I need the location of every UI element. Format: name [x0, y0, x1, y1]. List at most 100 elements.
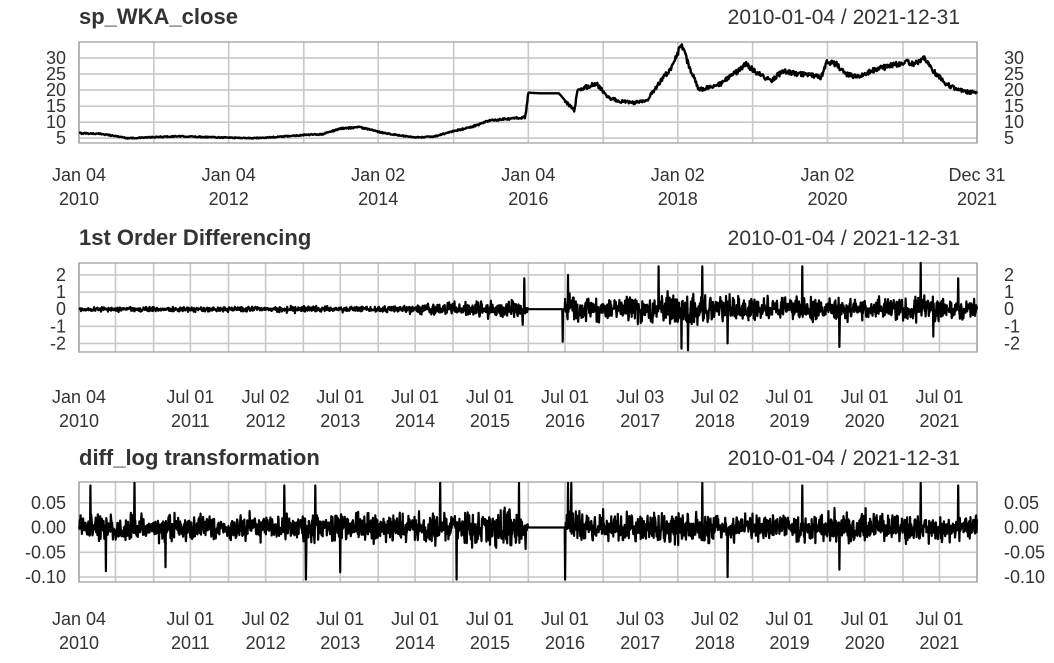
x-tick-label-year: 2020 [845, 633, 885, 653]
panel-2: 1st Order Differencing 2010-01-04 / 2021-… [50, 225, 1020, 431]
y-tick-label-left: 5 [56, 128, 66, 148]
y-tick-label-right: 20 [1004, 80, 1024, 100]
x-tick-label-year: 2010 [59, 411, 99, 431]
x-tick-label-date: Jul 01 [316, 609, 364, 629]
x-tick-label-year: 2019 [770, 411, 810, 431]
y-tick-label-left: 0.05 [31, 493, 66, 513]
x-tick-label-date: Jan 02 [800, 165, 854, 185]
y-tick-label-right: 0.05 [1004, 493, 1039, 513]
y-tick-label-left: 10 [46, 112, 66, 132]
y-tick-label-right: -0.05 [1004, 542, 1045, 562]
y-tick-label-left: 0 [56, 299, 66, 319]
panel-1: sp_WKA_close 2010-01-04 / 2021-12-315 510 1… [46, 4, 1024, 209]
y-tick-label-left: -1 [50, 316, 66, 336]
x-tick-label-date: Jul 01 [541, 387, 589, 407]
x-tick-label-year: 2018 [695, 633, 735, 653]
x-tick-label-date: Jul 02 [242, 609, 290, 629]
y-tick-label-right: 10 [1004, 112, 1024, 132]
x-tick-label-year: 2015 [470, 633, 510, 653]
x-tick-label-date: Jul 01 [391, 387, 439, 407]
x-tick-label-date: Jul 01 [766, 387, 814, 407]
panel-title: sp_WKA_close [79, 4, 238, 29]
x-tick-label-date: Jul 01 [466, 387, 514, 407]
y-tick-label-right: -0.10 [1004, 567, 1045, 587]
x-tick-label-date: Jul 01 [766, 609, 814, 629]
x-tick-label-date: Jan 02 [351, 165, 405, 185]
x-tick-label-date: Jul 01 [316, 387, 364, 407]
x-tick-label-date: Jul 02 [691, 387, 739, 407]
y-tick-label-left: -0.05 [25, 542, 66, 562]
x-tick-label-year: 2012 [246, 411, 286, 431]
x-tick-label-year: 2018 [695, 411, 735, 431]
x-tick-label-date: Jul 02 [242, 387, 290, 407]
date-range-label: 2010-01-04 / 2021-12-31 [728, 227, 960, 250]
x-tick-label-date: Jan 04 [52, 387, 106, 407]
x-tick-label-year: 2010 [59, 189, 99, 209]
y-tick-label-right: -1 [1004, 316, 1020, 336]
x-tick-label-year: 2017 [620, 411, 660, 431]
x-tick-label-date: Dec 31 [948, 165, 1005, 185]
x-tick-label-year: 2016 [545, 411, 585, 431]
y-tick-label-left: 25 [46, 64, 66, 84]
y-tick-label-right: 0 [1004, 299, 1014, 319]
x-tick-label-year: 2018 [658, 189, 698, 209]
x-tick-label-year: 2021 [919, 411, 959, 431]
x-tick-label-year: 2020 [807, 189, 847, 209]
x-tick-label-date: Jan 04 [202, 165, 256, 185]
x-tick-label-date: Jul 01 [541, 609, 589, 629]
x-tick-label-year: 2012 [246, 633, 286, 653]
x-tick-label-date: Jan 02 [651, 165, 705, 185]
x-tick-label-date: Jul 01 [841, 609, 889, 629]
x-tick-label-year: 2021 [919, 633, 959, 653]
y-tick-label-right: 15 [1004, 96, 1024, 116]
series-line [77, 481, 979, 581]
x-tick-label-year: 2014 [395, 633, 435, 653]
x-tick-label-year: 2015 [470, 411, 510, 431]
y-tick-label-right: 30 [1004, 48, 1024, 68]
x-tick-label-date: Jul 01 [915, 387, 963, 407]
x-tick-label-year: 2020 [845, 411, 885, 431]
y-tick-label-left: 1 [56, 282, 66, 302]
x-tick-label-date: Jul 01 [841, 387, 889, 407]
x-tick-label-year: 2011 [171, 411, 210, 431]
x-tick-label-year: 2013 [320, 411, 360, 431]
x-tick-label-year: 2016 [545, 633, 585, 653]
x-tick-label-year: 2012 [209, 189, 249, 209]
x-tick-label-date: Jan 04 [52, 609, 106, 629]
x-tick-label-date: Jan 04 [501, 165, 555, 185]
x-tick-label-date: Jul 01 [391, 609, 439, 629]
x-tick-label-year: 2019 [770, 633, 810, 653]
y-tick-label-left: 20 [46, 80, 66, 100]
x-tick-label-date: Jul 01 [466, 609, 514, 629]
x-tick-label-year: 2014 [358, 189, 398, 209]
x-tick-label-year: 2010 [59, 633, 99, 653]
y-tick-label-left: 15 [46, 96, 66, 116]
y-tick-label-right: 5 [1004, 128, 1014, 148]
y-tick-label-left: 30 [46, 48, 66, 68]
x-tick-label-date: Jan 04 [52, 165, 106, 185]
y-tick-label-right: 2 [1004, 265, 1014, 285]
x-tick-label-year: 2011 [171, 633, 210, 653]
y-tick-label-right: 25 [1004, 64, 1024, 84]
y-tick-label-right: 0.00 [1004, 518, 1039, 538]
x-tick-label-year: 2021 [957, 189, 997, 209]
x-tick-label-year: 2014 [395, 411, 435, 431]
x-tick-label-date: Jul 03 [616, 609, 664, 629]
panel-title: diff_log transformation [79, 445, 320, 470]
y-tick-label-right: 1 [1004, 282, 1014, 302]
x-tick-label-year: 2016 [508, 189, 548, 209]
y-tick-label-left: 0.00 [31, 518, 66, 538]
x-tick-label-date: Jul 01 [166, 609, 214, 629]
series-line [78, 261, 979, 352]
y-tick-label-left: 2 [56, 265, 66, 285]
date-range-label: 2010-01-04 / 2021-12-31 [728, 447, 960, 470]
y-tick-label-left: -0.10 [25, 567, 66, 587]
panel-title: 1st Order Differencing [79, 225, 311, 250]
x-tick-label-date: Jul 02 [691, 609, 739, 629]
y-tick-label-left: -2 [50, 333, 66, 353]
x-tick-label-year: 2013 [320, 633, 360, 653]
x-tick-label-date: Jul 01 [166, 387, 214, 407]
x-tick-label-date: Jul 03 [616, 387, 664, 407]
y-tick-label-right: -2 [1004, 333, 1020, 353]
